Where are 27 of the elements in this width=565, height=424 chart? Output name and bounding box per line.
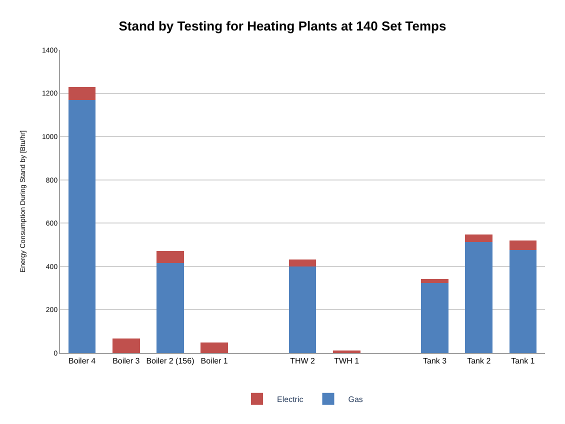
bar bbox=[421, 278, 448, 284]
bar bbox=[421, 283, 448, 353]
bar bbox=[156, 262, 184, 353]
bar bbox=[288, 266, 316, 353]
bar bbox=[156, 251, 184, 263]
bar bbox=[68, 86, 96, 100]
bar bbox=[332, 350, 360, 353]
x-tick-label: Boiler 4 bbox=[68, 356, 96, 366]
chart-title: Stand by Testing for Heating Plants at 140 Set Temps bbox=[118, 18, 446, 34]
bar bbox=[68, 100, 96, 353]
bar bbox=[112, 338, 140, 353]
x-tick-label: Tank 3 bbox=[422, 356, 448, 366]
legend-label: Gas bbox=[348, 395, 363, 404]
x-tick-label: Tank 2 bbox=[467, 356, 492, 366]
bar bbox=[465, 234, 493, 242]
bar bbox=[509, 250, 537, 353]
x-tick-label: Tank 1 bbox=[511, 356, 536, 366]
x-tick-label: Boiler 1 bbox=[200, 356, 228, 366]
bar bbox=[465, 242, 493, 353]
x-tick-label: THW 2 bbox=[290, 356, 316, 366]
x-tick-label: Boiler 2 (156) bbox=[146, 356, 195, 366]
bar bbox=[200, 342, 228, 353]
bar bbox=[509, 240, 537, 250]
legend-label: Electric bbox=[277, 395, 304, 404]
x-tick-label: Boiler 3 bbox=[112, 356, 140, 366]
bar bbox=[288, 260, 316, 266]
x-tick-label: TWH 1 bbox=[334, 356, 360, 366]
